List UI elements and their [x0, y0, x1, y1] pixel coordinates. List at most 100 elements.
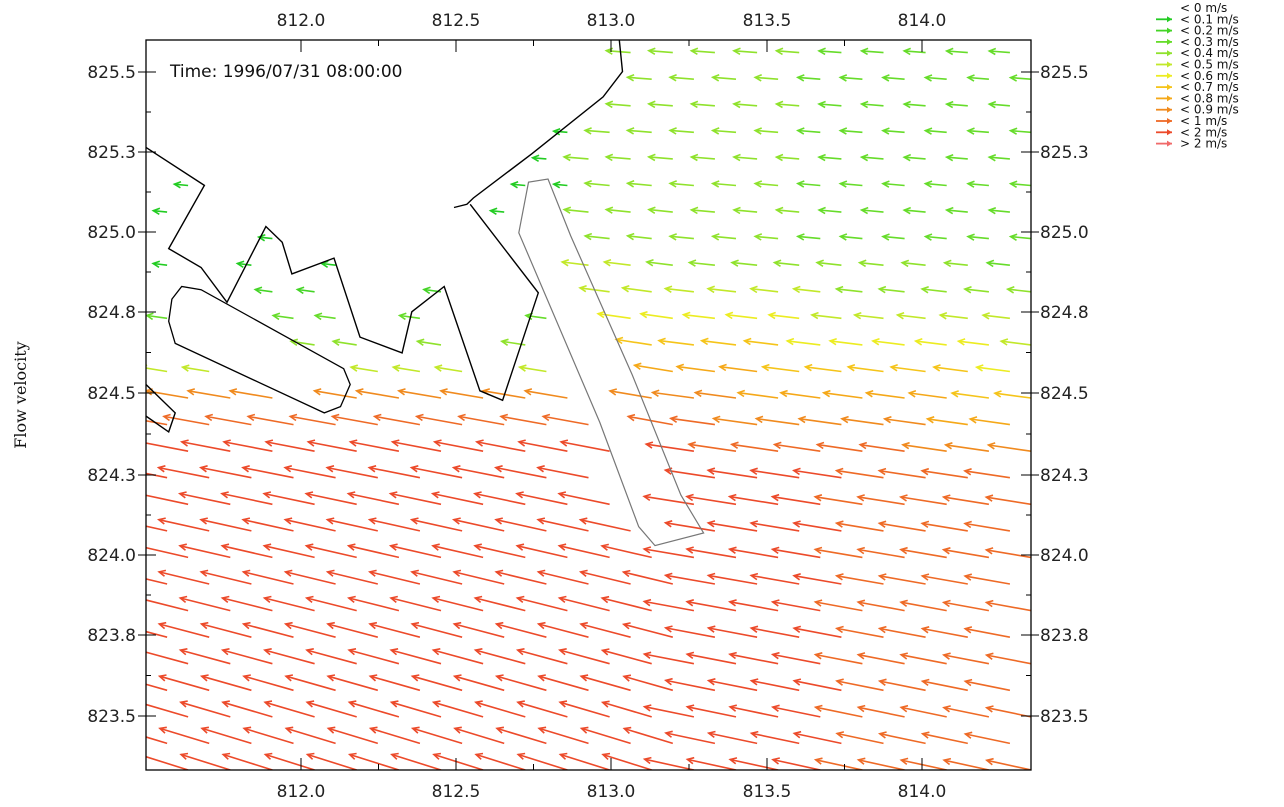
vector-arrow [178, 648, 231, 665]
vector-arrow [551, 181, 568, 189]
vector-arrow [963, 520, 1011, 532]
vector-arrow [304, 595, 357, 612]
vector-arrow [348, 439, 400, 452]
vector-arrow [803, 363, 842, 373]
vector-arrow [895, 311, 926, 320]
coastline-segment [146, 146, 540, 402]
vector-arrow [877, 285, 905, 294]
vector-arrow [859, 206, 884, 215]
vector-arrow [389, 595, 442, 612]
vector-arrow [932, 364, 968, 373]
legend-entry: < 0.4 m/s [1180, 46, 1239, 60]
vector-arrow [325, 569, 378, 585]
vector-arrow [432, 752, 484, 770]
vector-arrow [389, 700, 442, 718]
vector-arrow [578, 517, 631, 532]
vector-arrow [180, 364, 210, 373]
vector-arrow [838, 233, 863, 241]
vector-arrow [858, 441, 905, 452]
vector-arrow [146, 344, 147, 345]
y-tick-label-right: 823.5 [1040, 707, 1089, 727]
vector-arrow [146, 290, 147, 292]
vector-arrow [856, 599, 905, 612]
vector-arrow [792, 678, 842, 692]
vector-arrow [963, 678, 1011, 692]
vector-arrow [792, 573, 842, 585]
vector-arrow [474, 439, 526, 452]
vector-arrow [852, 311, 884, 320]
vector-arrow [414, 413, 463, 426]
legend-entry: < 0.1 m/s [1180, 12, 1239, 26]
vector-arrow [920, 731, 968, 745]
vector-arrow [663, 677, 716, 692]
vector-arrow [871, 338, 905, 346]
vector-arrow [966, 180, 989, 188]
legend: < 0 m/s< 0.1 m/s< 0.2 m/s< 0.3 m/s< 0.4 … [1156, 1, 1239, 151]
vector-arrow [608, 388, 652, 399]
vector-arrow [984, 652, 1031, 665]
vector-arrow [221, 752, 273, 770]
vector-arrow [727, 599, 779, 612]
vector-arrow [795, 233, 821, 241]
vector-arrow [284, 726, 336, 745]
vector-arrow [305, 700, 357, 718]
vector-arrow [495, 726, 547, 745]
vector-arrow [494, 621, 547, 638]
vector-arrow [985, 757, 1031, 770]
vector-arrow [985, 259, 1010, 268]
vector-arrow [859, 47, 884, 56]
vector-arrow [349, 364, 378, 373]
vector-arrow [772, 441, 821, 452]
vector-arrow [902, 153, 926, 162]
vector-arrow [536, 569, 589, 585]
vector-arrow [920, 678, 968, 692]
vector-arrow [409, 465, 463, 479]
vector-arrow [221, 700, 273, 718]
y-tick-label-right: 824.0 [1040, 546, 1089, 566]
x-tick-label-top: 812.0 [277, 11, 326, 31]
vector-arrow [220, 543, 273, 559]
vector-arrow [817, 153, 842, 162]
vector-arrow [162, 413, 210, 426]
vector-arrow [797, 415, 842, 426]
vector-arrow [774, 153, 800, 162]
vector-arrow [699, 337, 737, 346]
legend-swatch-head [1167, 140, 1172, 147]
vector-arrow [941, 599, 990, 612]
vector-arrow [856, 757, 905, 770]
vector-arrow [288, 413, 336, 426]
vector-arrow [451, 517, 505, 532]
vector-arrow [157, 621, 210, 638]
vector-arrow [562, 153, 589, 162]
vector-arrow [813, 599, 863, 612]
vector-arrow [1008, 74, 1031, 82]
vector-arrow [625, 73, 652, 82]
vector-arrow [473, 543, 526, 559]
vector-arrow [1008, 180, 1031, 188]
vector-arrow [368, 674, 421, 692]
vector-arrow [410, 674, 463, 692]
vector-arrow [493, 465, 547, 479]
vector-arrow [579, 726, 631, 745]
vector-arrow [730, 259, 758, 267]
vector-arrow [146, 703, 189, 718]
vector-arrow [368, 726, 421, 745]
vector-arrow [558, 752, 610, 770]
vector-arrow [771, 757, 821, 770]
vector-arrow [602, 258, 631, 267]
vector-arrow [541, 413, 589, 426]
vector-arrow [728, 651, 779, 665]
vector-arrow [451, 465, 505, 479]
vector-arrow [289, 338, 315, 346]
vector-arrow [262, 491, 315, 506]
vector-arrow [241, 465, 294, 479]
vector-arrow [146, 472, 168, 479]
vector-arrow [439, 388, 484, 399]
legend-entry: > 2 m/s [1180, 137, 1227, 151]
x-tick-label-top: 812.5 [432, 11, 481, 31]
vector-arrow [668, 127, 694, 135]
vector-arrow [198, 465, 252, 479]
vector-arrow [792, 520, 842, 532]
vector-arrow [706, 678, 758, 692]
vector-arrow [956, 338, 989, 346]
